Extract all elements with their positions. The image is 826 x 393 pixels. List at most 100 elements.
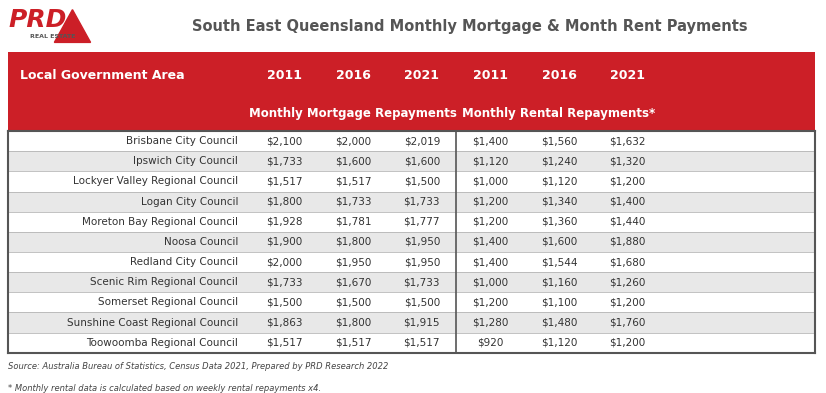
Text: $1,500: $1,500 [404, 176, 440, 186]
Text: Scenic Rim Regional Council: Scenic Rim Regional Council [90, 277, 238, 287]
Text: $1,733: $1,733 [266, 277, 303, 287]
Text: $1,900: $1,900 [267, 237, 303, 247]
Text: $1,600: $1,600 [335, 156, 372, 166]
Text: $1,517: $1,517 [335, 176, 372, 186]
Text: $1,600: $1,600 [404, 156, 440, 166]
Text: $1,517: $1,517 [266, 338, 303, 348]
Text: Local Government Area: Local Government Area [21, 69, 185, 82]
Text: Somerset Regional Council: Somerset Regional Council [98, 298, 238, 307]
Text: 2021: 2021 [610, 69, 645, 82]
Text: $1,240: $1,240 [541, 156, 577, 166]
Text: $1,733: $1,733 [404, 196, 440, 207]
Text: $1,200: $1,200 [610, 338, 646, 348]
FancyBboxPatch shape [8, 232, 815, 252]
FancyBboxPatch shape [8, 252, 815, 272]
Text: Sunshine Coast Regional Council: Sunshine Coast Regional Council [67, 318, 238, 327]
Text: $1,200: $1,200 [610, 176, 646, 186]
Text: Ipswich City Council: Ipswich City Council [133, 156, 238, 166]
Text: $2,100: $2,100 [267, 136, 303, 146]
Text: 2011: 2011 [267, 69, 302, 82]
Text: Moreton Bay Regional Council: Moreton Bay Regional Council [83, 217, 238, 227]
FancyBboxPatch shape [8, 191, 815, 212]
Text: $1,400: $1,400 [472, 237, 509, 247]
Text: $1,800: $1,800 [335, 318, 372, 327]
Text: $1,670: $1,670 [335, 277, 372, 287]
Text: $1,160: $1,160 [541, 277, 577, 287]
Text: REAL ESTATE: REAL ESTATE [30, 34, 75, 39]
Text: $1,928: $1,928 [266, 217, 303, 227]
Text: $1,950: $1,950 [404, 257, 440, 267]
Text: Logan City Council: Logan City Council [140, 196, 238, 207]
Text: $1,560: $1,560 [541, 136, 577, 146]
Text: $1,950: $1,950 [335, 257, 372, 267]
Text: $1,400: $1,400 [472, 136, 509, 146]
Text: Source: Australia Bureau of Statistics, Census Data 2021, Prepared by PRD Resear: Source: Australia Bureau of Statistics, … [8, 362, 388, 371]
Text: $1,000: $1,000 [472, 176, 509, 186]
Text: $1,517: $1,517 [335, 338, 372, 348]
FancyBboxPatch shape [8, 312, 815, 332]
Text: $1,500: $1,500 [404, 298, 440, 307]
Text: $920: $920 [477, 338, 504, 348]
FancyBboxPatch shape [8, 52, 815, 131]
Text: $1,544: $1,544 [541, 257, 577, 267]
Text: $1,200: $1,200 [472, 217, 509, 227]
Text: 2011: 2011 [473, 69, 508, 82]
Text: $1,120: $1,120 [472, 156, 509, 166]
Text: Noosa Council: Noosa Council [164, 237, 238, 247]
Text: $1,200: $1,200 [472, 196, 509, 207]
Text: Monthly Rental Repayments*: Monthly Rental Repayments* [463, 107, 656, 120]
Text: $1,200: $1,200 [610, 298, 646, 307]
Text: $1,733: $1,733 [335, 196, 372, 207]
Text: $1,863: $1,863 [266, 318, 303, 327]
Text: $1,440: $1,440 [610, 217, 646, 227]
Text: $1,950: $1,950 [404, 237, 440, 247]
FancyBboxPatch shape [8, 272, 815, 292]
FancyBboxPatch shape [8, 151, 815, 171]
Text: $1,400: $1,400 [472, 257, 509, 267]
Text: $1,632: $1,632 [610, 136, 646, 146]
Text: $1,400: $1,400 [610, 196, 646, 207]
Text: $2,000: $2,000 [335, 136, 371, 146]
Text: $1,120: $1,120 [541, 176, 577, 186]
Text: Redland City Council: Redland City Council [131, 257, 238, 267]
Polygon shape [55, 10, 91, 42]
Text: Toowoomba Regional Council: Toowoomba Regional Council [87, 338, 238, 348]
FancyBboxPatch shape [8, 171, 815, 191]
Text: $1,480: $1,480 [541, 318, 577, 327]
Text: $1,781: $1,781 [335, 217, 372, 227]
FancyBboxPatch shape [8, 332, 815, 353]
Text: $1,800: $1,800 [267, 196, 303, 207]
Text: $1,680: $1,680 [610, 257, 646, 267]
FancyBboxPatch shape [8, 131, 815, 151]
Text: Brisbane City Council: Brisbane City Council [126, 136, 238, 146]
Text: $1,320: $1,320 [610, 156, 646, 166]
FancyBboxPatch shape [8, 292, 815, 312]
Text: Lockyer Valley Regional Council: Lockyer Valley Regional Council [73, 176, 238, 186]
Text: * Monthly rental data is calculated based on weekly rental repayments x4.: * Monthly rental data is calculated base… [8, 384, 321, 393]
Text: $1,360: $1,360 [541, 217, 577, 227]
Text: 2016: 2016 [542, 69, 577, 82]
Text: $1,880: $1,880 [610, 237, 646, 247]
Text: $1,600: $1,600 [541, 237, 577, 247]
Text: $2,000: $2,000 [267, 257, 302, 267]
Text: $1,915: $1,915 [404, 318, 440, 327]
Text: PRD.: PRD. [8, 9, 76, 33]
Text: $1,000: $1,000 [472, 277, 509, 287]
Text: $1,760: $1,760 [610, 318, 646, 327]
Text: $1,500: $1,500 [267, 298, 303, 307]
Text: $1,100: $1,100 [541, 298, 577, 307]
Text: $1,517: $1,517 [266, 176, 303, 186]
Text: $1,517: $1,517 [404, 338, 440, 348]
Text: South East Queensland Monthly Mortgage & Month Rent Payments: South East Queensland Monthly Mortgage &… [192, 18, 748, 33]
Text: $1,200: $1,200 [472, 298, 509, 307]
Text: $1,733: $1,733 [266, 156, 303, 166]
Text: $1,340: $1,340 [541, 196, 577, 207]
Text: $1,733: $1,733 [404, 277, 440, 287]
Text: $1,120: $1,120 [541, 338, 577, 348]
Text: Monthly Mortgage Repayments: Monthly Mortgage Repayments [249, 107, 457, 120]
Text: $1,800: $1,800 [335, 237, 372, 247]
Text: $1,777: $1,777 [404, 217, 440, 227]
Text: 2016: 2016 [336, 69, 371, 82]
Text: $1,260: $1,260 [610, 277, 646, 287]
Text: 2021: 2021 [404, 69, 439, 82]
